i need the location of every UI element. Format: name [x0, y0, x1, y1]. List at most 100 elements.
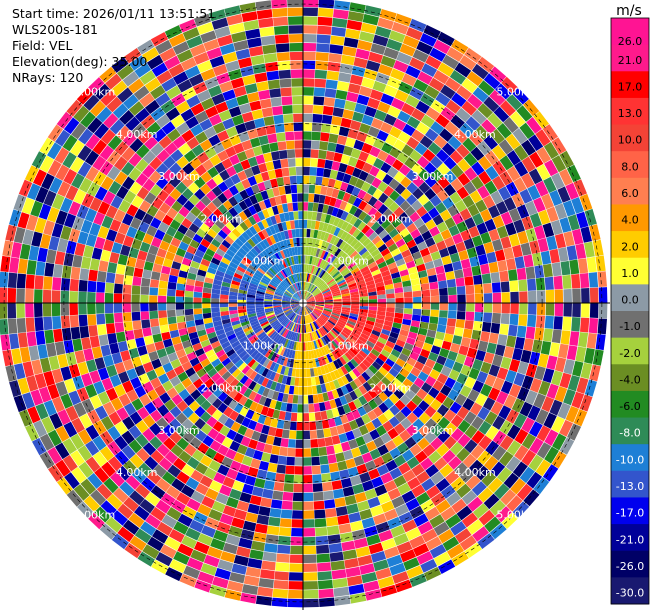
range-gate: [392, 571, 409, 584]
range-gate: [171, 200, 183, 213]
range-gate: [294, 466, 303, 475]
range-gate: [279, 213, 286, 223]
range-gate: [456, 447, 470, 462]
range-gate: [238, 537, 253, 549]
range-gate: [437, 176, 450, 189]
range-gate: [47, 142, 62, 160]
range-gate: [180, 108, 195, 122]
range-gate: [207, 546, 223, 559]
range-gate: [393, 253, 404, 262]
range-gate: [449, 191, 462, 205]
range-gate: [314, 294, 323, 299]
range-gate: [136, 144, 150, 159]
range-gate: [336, 347, 345, 356]
range-gate: [307, 264, 311, 274]
range-gate: [397, 334, 408, 343]
range-gate: [110, 471, 125, 487]
range-gate: [290, 303, 300, 306]
range-gate: [303, 219, 308, 229]
range-gate: [285, 376, 292, 386]
range-gate: [242, 584, 259, 595]
range-gate: [344, 223, 353, 233]
range-gate: [74, 242, 86, 257]
range-gate: [356, 338, 366, 347]
range-gate: [122, 131, 138, 147]
range-gate: [71, 122, 87, 140]
range-gate: [337, 460, 348, 471]
range-gate: [175, 309, 185, 317]
range-gate: [312, 266, 317, 275]
range-gate: [414, 257, 424, 266]
range-gate: [461, 78, 478, 94]
range-gate: [373, 158, 385, 170]
range-gate: [149, 310, 159, 320]
range-gate: [334, 248, 342, 257]
range-gate: [292, 296, 300, 301]
range-gate: [261, 377, 269, 387]
range-gate: [226, 496, 239, 509]
range-gate: [341, 540, 356, 552]
range-gate: [229, 313, 239, 319]
range-gate: [376, 285, 385, 292]
range-gate: [245, 228, 254, 238]
range-gate: [70, 266, 81, 280]
range-gate: [444, 236, 455, 248]
range-gate: [519, 291, 528, 303]
range-gate: [312, 288, 320, 295]
range-gate: [500, 313, 510, 325]
range-gate: [290, 545, 303, 555]
range-gate: [400, 406, 412, 418]
range-gate: [146, 225, 158, 237]
range-gate: [78, 291, 87, 303]
range-gate: [244, 167, 254, 178]
range-gate: [238, 234, 247, 244]
range-gate: [402, 519, 418, 533]
range-gate: [199, 118, 213, 131]
range-gate: [235, 123, 247, 134]
range-gate: [211, 197, 223, 208]
range-gate: [263, 152, 273, 163]
range-gate: [190, 43, 206, 57]
range-gate: [339, 200, 348, 211]
range-gate: [310, 158, 318, 167]
range-gate: [100, 416, 114, 431]
range-gate: [304, 306, 307, 315]
range-gate: [234, 359, 244, 368]
range-gate: [47, 124, 64, 142]
range-gate: [291, 299, 300, 302]
range-gate: [62, 438, 77, 455]
range-gate: [360, 22, 377, 34]
range-gate: [361, 413, 372, 425]
range-gate: [60, 366, 72, 381]
range-gate: [320, 285, 329, 292]
range-gate: [293, 305, 300, 311]
range-gate: [283, 366, 290, 376]
range-gate: [207, 367, 218, 378]
range-gate: [430, 288, 439, 297]
range-gate: [274, 292, 283, 297]
range-gate: [375, 318, 385, 325]
range-gate: [332, 17, 348, 28]
range-gate: [245, 186, 255, 197]
range-gate: [106, 493, 123, 510]
range-gate: [194, 188, 206, 200]
range-gate: [424, 85, 440, 99]
range-gate: [542, 368, 555, 383]
range-gate: [303, 290, 306, 300]
range-gate: [409, 443, 423, 456]
range-gate: [96, 483, 113, 500]
range-gate: [261, 347, 270, 356]
range-gate: [303, 501, 314, 510]
range-gate: [57, 477, 73, 495]
range-gate: [89, 222, 101, 237]
range-gate: [182, 340, 192, 349]
range-gate: [315, 358, 320, 367]
range-gate: [109, 374, 122, 388]
range-gate: [243, 388, 253, 398]
range-gate: [87, 182, 100, 197]
range-gate: [247, 347, 257, 356]
range-gate: [441, 340, 452, 351]
range-gate: [185, 314, 195, 322]
range-gate: [156, 417, 169, 430]
range-gate: [280, 365, 286, 375]
